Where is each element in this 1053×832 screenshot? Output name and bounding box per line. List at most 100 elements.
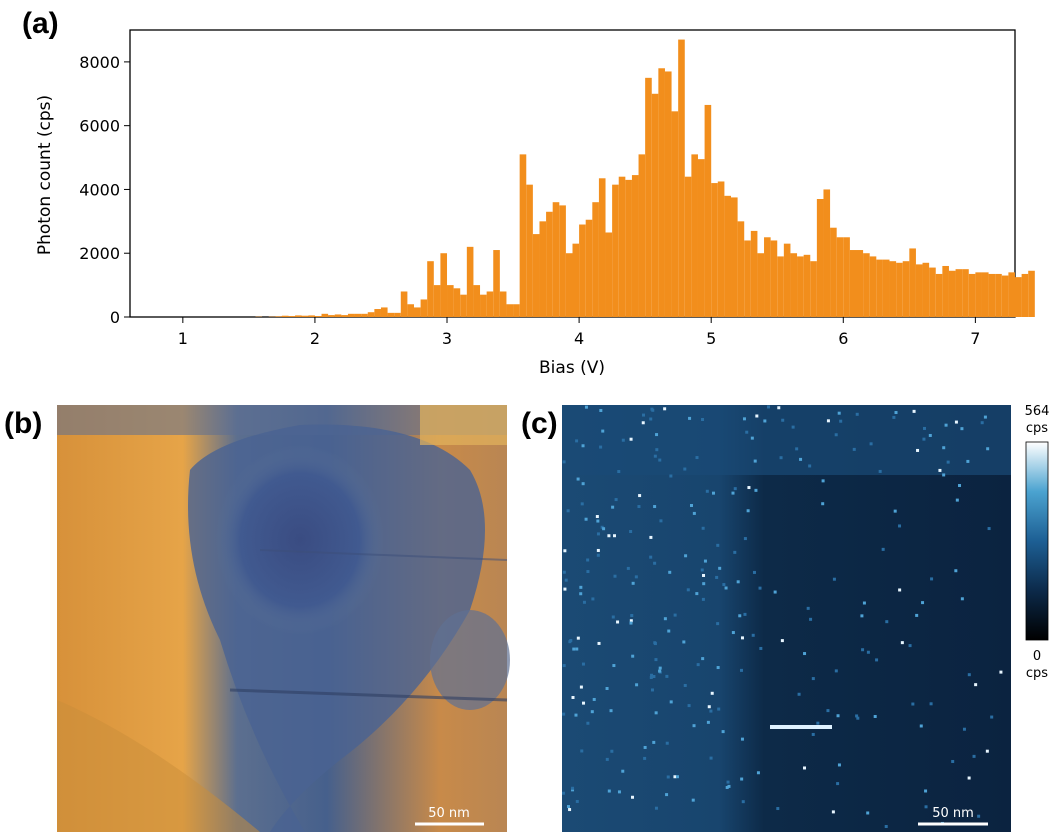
histogram-bar [863,253,870,317]
colorbar-min-unit: cps [1026,666,1048,681]
histogram-bar [440,253,448,317]
histogram-bar [526,184,533,317]
histogram-bar [823,189,831,317]
histogram-bar [499,291,507,317]
histogram-bar [598,178,606,317]
x-tick-label: 1 [178,329,188,348]
histogram-bar [664,71,672,317]
histogram-bar [830,227,837,317]
photon-map-image: 50 nm [562,405,1011,832]
histogram-bar [347,313,355,317]
x-axis-label: Bias (V) [539,358,605,378]
histogram-bar [935,273,943,317]
histogram-bar [506,304,514,317]
histogram-bar [981,272,989,317]
histogram-bar [513,304,520,317]
histogram-bar [711,183,718,317]
histogram-bar [777,256,784,317]
histogram-bar [896,262,903,317]
histogram-bar [671,111,679,317]
histogram-bar [519,154,527,317]
histogram-bar [1001,275,1009,317]
histogram-bar [572,243,580,317]
histogram-bar [618,176,626,317]
histogram-bar [374,309,381,317]
histogram-bar [651,93,659,318]
histogram-bar [1028,270,1035,317]
histogram-bar [585,219,593,317]
histogram-bar [546,211,553,317]
histogram-bar [493,250,500,317]
histogram-bar [856,250,864,317]
histogram-bar [955,269,963,317]
histogram-bar [281,315,289,317]
histogram-bar [836,237,844,317]
histogram-bar [625,179,632,317]
histogram-bar [413,307,421,317]
histogram-bar [731,197,738,317]
histogram-bar [480,294,487,317]
histogram-bar [737,221,745,317]
histogram-bar [447,285,454,317]
y-axis-ticks: 0 2000 4000 6000 8000 [79,53,130,327]
histogram-bar [579,224,586,317]
histogram-bar [288,316,296,317]
colorbar-max-unit: cps [1026,421,1048,436]
histogram-bar [678,39,685,318]
y-tick-label: 6000 [79,117,120,136]
histogram-bar [882,259,890,317]
stm-topography-image: 50 nm [57,405,510,832]
histogram-bar [592,202,599,317]
histogram-bar [929,267,936,317]
histogram-bar [400,291,408,317]
histogram-bar [380,307,388,317]
histogram-bar [301,315,309,317]
histogram-bar [849,250,857,317]
x-tick-label: 2 [310,329,320,348]
histogram-bar [797,256,804,317]
histogram-bar [764,237,771,317]
histogram-bar [942,265,949,317]
histogram-bar [387,312,395,317]
x-tick-label: 6 [838,329,848,348]
scale-bar-label: 50 nm [932,806,974,821]
histogram-bar [803,254,811,317]
histogram-bar [783,243,791,317]
histogram-bar [869,256,877,317]
colorbar-min-label: 0 [1033,649,1041,664]
histogram-bar [995,273,1002,317]
histogram-bar [889,261,897,317]
histogram-bar [420,299,428,317]
y-tick-label: 2000 [79,244,120,263]
histogram-bar [314,316,322,317]
panel-label-b: (b) [4,407,42,440]
histogram-bar [532,234,540,317]
histogram-bar [433,285,441,317]
histogram-bar [717,181,725,317]
histogram-bar [559,205,566,317]
histogram-bar [539,221,547,317]
histogram-bar [1015,277,1022,317]
x-tick-label: 5 [706,329,716,348]
x-tick-label: 7 [970,329,980,348]
histogram-bar [876,259,883,317]
histogram-bar [341,315,348,317]
histogram-bar [407,304,414,317]
histogram-bar [810,261,817,317]
histogram-bar [275,316,282,317]
histogram-bar [790,253,798,317]
x-tick-label: 3 [442,329,452,348]
colorbar-max-label: 564 [1025,404,1050,419]
y-tick-label: 8000 [79,53,120,72]
histogram-bar [308,315,315,317]
histogram-bar [816,199,824,317]
histogram-bar [922,262,930,317]
colorbar: 564 cps 0 cps [1025,404,1050,681]
y-tick-label: 0 [110,308,120,327]
histogram-bar [460,294,467,317]
histogram-bar [638,154,646,317]
histogram-chart: 1 2 3 4 5 6 7 0 2000 4000 6000 8000 Bias (V) Photo… [35,29,1035,378]
histogram-bar [453,288,461,317]
histogram-bar [915,264,923,317]
